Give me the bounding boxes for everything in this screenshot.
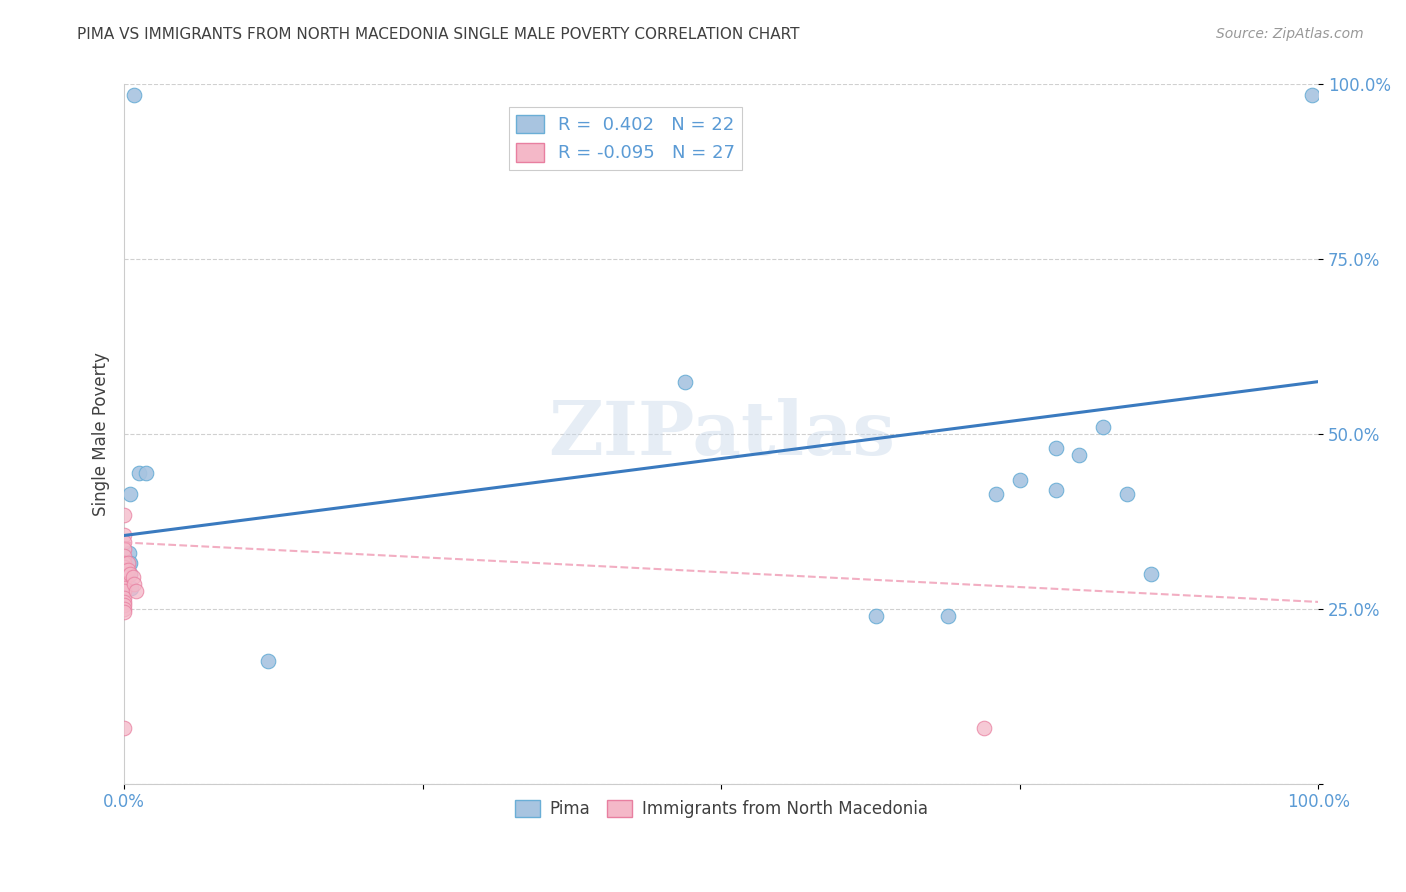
Point: [112, 549, 135, 564]
Point: [118, 546, 141, 560]
Point: [117, 564, 139, 578]
Point: [112, 584, 135, 599]
Point: [112, 606, 135, 620]
Point: [117, 557, 139, 571]
Text: Source: ZipAtlas.com: Source: ZipAtlas.com: [1216, 27, 1364, 41]
Point: [112, 599, 135, 613]
Point: [125, 584, 148, 599]
Point: [1008, 473, 1031, 487]
Point: [121, 570, 143, 584]
Point: [112, 577, 135, 591]
Point: [112, 508, 135, 522]
Point: [112, 721, 135, 735]
Point: [118, 557, 141, 571]
Point: [128, 466, 150, 480]
Point: [256, 654, 278, 668]
Point: [112, 564, 135, 578]
Point: [1116, 486, 1139, 500]
Point: [1301, 87, 1323, 102]
Point: [112, 570, 135, 584]
Point: [120, 566, 142, 581]
Point: [112, 574, 135, 588]
Text: PIMA VS IMMIGRANTS FROM NORTH MACEDONIA SINGLE MALE POVERTY CORRELATION CHART: PIMA VS IMMIGRANTS FROM NORTH MACEDONIA …: [77, 27, 800, 42]
Point: [120, 566, 142, 581]
Point: [1092, 420, 1115, 434]
Point: [675, 375, 697, 389]
Point: [112, 542, 135, 557]
Point: [120, 486, 142, 500]
Point: [112, 591, 135, 606]
Point: [1045, 483, 1067, 497]
Point: [112, 581, 135, 595]
Point: [112, 595, 135, 609]
Point: [984, 486, 1007, 500]
Text: ZIPatlas: ZIPatlas: [548, 398, 894, 471]
Point: [973, 721, 995, 735]
Point: [135, 466, 157, 480]
Point: [865, 608, 887, 623]
Point: [112, 602, 135, 616]
Point: [122, 577, 145, 591]
Point: [112, 560, 135, 574]
Legend: Pima, Immigrants from North Macedonia: Pima, Immigrants from North Macedonia: [508, 793, 935, 824]
Point: [1069, 448, 1091, 462]
Point: [112, 557, 135, 571]
Point: [1140, 566, 1163, 581]
Point: [120, 581, 142, 595]
Point: [122, 87, 145, 102]
Point: [112, 528, 135, 542]
Point: [112, 535, 135, 549]
Point: [936, 608, 959, 623]
Point: [112, 566, 135, 581]
Y-axis label: Single Male Poverty: Single Male Poverty: [93, 352, 110, 516]
Point: [120, 557, 142, 571]
Point: [1045, 441, 1067, 455]
